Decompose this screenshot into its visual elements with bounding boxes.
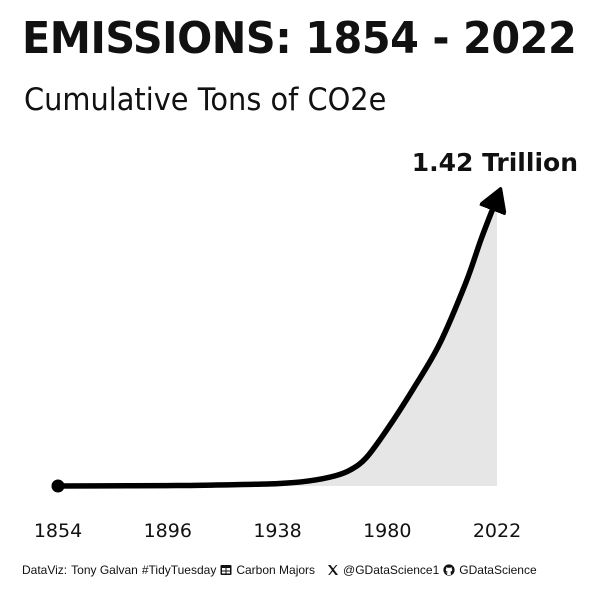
dataviz-label: DataViz:	[22, 563, 68, 577]
github-icon	[443, 564, 455, 576]
x-logo-icon	[327, 564, 339, 576]
start-point	[51, 479, 65, 493]
series-line	[55, 198, 497, 489]
data-source: Carbon Majors	[236, 563, 316, 577]
author-name: Tony Galvan	[71, 563, 138, 577]
x-tick-label: 1980	[363, 520, 411, 542]
x-tick-label: 1854	[34, 520, 82, 542]
chart-subtitle: Cumulative Tons of CO2e	[24, 82, 387, 118]
footer-credits: DataViz: Tony Galvan #TidyTuesday Carbon…	[22, 563, 537, 577]
area-fill	[58, 198, 497, 486]
table-icon	[220, 564, 232, 576]
chart-title: EMISSIONS: 1854 - 2022	[22, 13, 577, 64]
x-tick-label: 2022	[473, 520, 521, 542]
x-handle[interactable]: @GDataScience1	[343, 563, 440, 577]
github-handle[interactable]: GDataScience	[459, 563, 537, 577]
total-annotation: 1.42 Trillion	[412, 148, 578, 177]
x-tick-label: 1938	[253, 520, 301, 542]
hashtag: #TidyTuesday	[141, 563, 217, 577]
x-tick-label: 1896	[144, 520, 192, 542]
x-axis-tick-labels: 1854 1896 1938 1980 2022	[34, 520, 521, 542]
